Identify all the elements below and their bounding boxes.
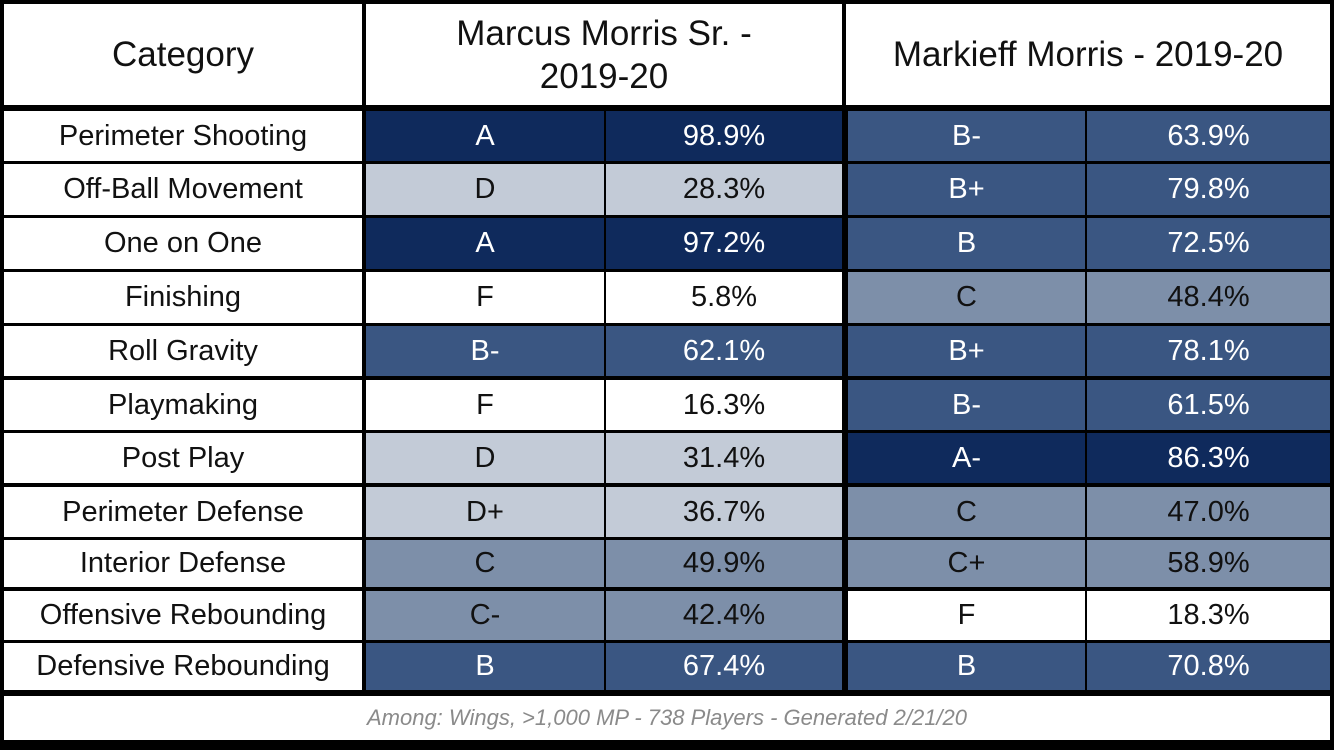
grade-cell: B+	[848, 164, 1085, 215]
header-category: Category	[4, 4, 362, 105]
category-label: Playmaking	[4, 380, 362, 430]
category-label: Post Play	[4, 433, 362, 483]
percentile-cell: 78.1%	[1087, 326, 1330, 376]
grade-cell: D	[366, 433, 604, 483]
percentile-cell: 61.5%	[1087, 380, 1330, 430]
grade-cell: C	[366, 540, 604, 587]
grade-cell: B-	[848, 111, 1085, 161]
header-player1: Marcus Morris Sr. - 2019-20	[366, 4, 842, 105]
category-label: Finishing	[4, 272, 362, 323]
percentile-cell: 63.9%	[1087, 111, 1330, 161]
percentile-cell: 31.4%	[606, 433, 842, 483]
percentile-cell: 70.8%	[1087, 643, 1330, 690]
grade-cell: B	[848, 218, 1085, 269]
grade-cell: A-	[848, 433, 1085, 483]
grade-cell: F	[366, 272, 604, 323]
category-label: Roll Gravity	[4, 326, 362, 376]
grade-cell: C	[848, 272, 1085, 323]
percentile-cell: 72.5%	[1087, 218, 1330, 269]
category-label: Perimeter Shooting	[4, 111, 362, 161]
category-label: Defensive Rebounding	[4, 643, 362, 690]
grade-cell: F	[366, 380, 604, 430]
grade-cell: B	[366, 643, 604, 690]
grade-cell: C	[848, 487, 1085, 537]
percentile-cell: 49.9%	[606, 540, 842, 587]
category-label: Offensive Rebounding	[4, 591, 362, 640]
percentile-cell: 79.8%	[1087, 164, 1330, 215]
category-label: Interior Defense	[4, 540, 362, 587]
percentile-cell: 67.4%	[606, 643, 842, 690]
grade-cell: C+	[848, 540, 1085, 587]
grade-cell: D	[366, 164, 604, 215]
grade-cell: A	[366, 111, 604, 161]
percentile-cell: 42.4%	[606, 591, 842, 640]
grade-cell: B-	[848, 380, 1085, 430]
category-label: Off-Ball Movement	[4, 164, 362, 215]
percentile-cell: 18.3%	[1087, 591, 1330, 640]
percentile-cell: 97.2%	[606, 218, 842, 269]
percentile-cell: 62.1%	[606, 326, 842, 376]
percentile-cell: 58.9%	[1087, 540, 1330, 587]
percentile-cell: 28.3%	[606, 164, 842, 215]
category-label: Perimeter Defense	[4, 487, 362, 537]
percentile-cell: 36.7%	[606, 487, 842, 537]
grade-cell: D+	[366, 487, 604, 537]
percentile-cell: 98.9%	[606, 111, 842, 161]
header-player2: Markieff Morris - 2019-20	[846, 4, 1330, 105]
grade-cell: B	[848, 643, 1085, 690]
percentile-cell: 5.8%	[606, 272, 842, 323]
footer-note: Among: Wings, >1,000 MP - 738 Players - …	[4, 696, 1330, 740]
grade-cell: F	[848, 591, 1085, 640]
grade-cell: C-	[366, 591, 604, 640]
percentile-cell: 47.0%	[1087, 487, 1330, 537]
category-label: One on One	[4, 218, 362, 269]
percentile-cell: 16.3%	[606, 380, 842, 430]
grade-cell: A	[366, 218, 604, 269]
percentile-cell: 48.4%	[1087, 272, 1330, 323]
percentile-cell: 86.3%	[1087, 433, 1330, 483]
grade-cell: B-	[366, 326, 604, 376]
grade-cell: B+	[848, 326, 1085, 376]
